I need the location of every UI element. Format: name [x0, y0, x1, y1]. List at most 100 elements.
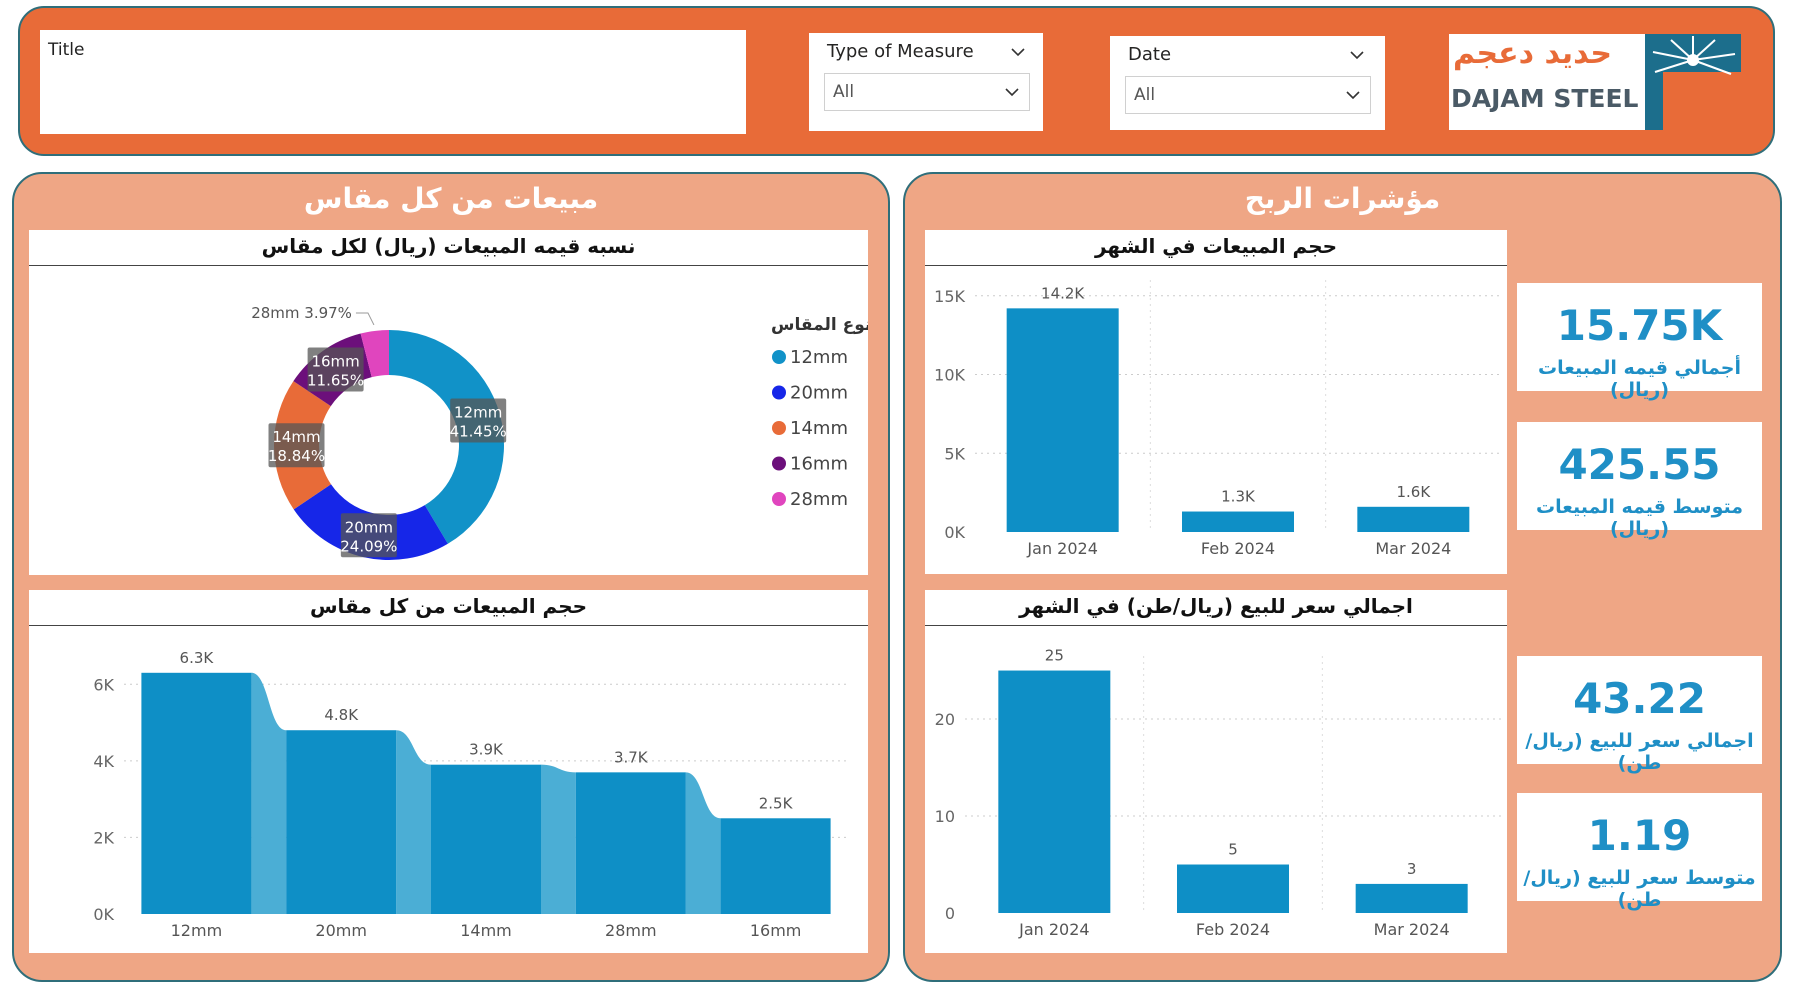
x-tick-label: Mar 2024	[1374, 920, 1450, 939]
y-tick-label: 6K	[93, 675, 114, 694]
chevron-down-icon[interactable]	[1009, 43, 1027, 61]
type-of-measure-slicer[interactable]: Type of Measure All	[809, 33, 1043, 131]
donut-leader-line	[355, 312, 375, 326]
y-tick-label: 0K	[93, 905, 114, 924]
legend-marker	[772, 421, 786, 435]
donut-slice-12mm[interactable]	[389, 330, 504, 544]
date-slicer[interactable]: Date All	[1110, 36, 1385, 130]
y-tick-label: 15K	[934, 287, 965, 306]
donut-label-percent: 11.65%	[307, 371, 364, 389]
chevron-down-icon[interactable]	[1348, 46, 1366, 64]
x-tick-label: Jan 2024	[1018, 920, 1089, 939]
legend-marker	[772, 385, 786, 400]
size-volume-chart-title: حجم المبيعات من كل مقاس	[309, 594, 588, 618]
legend-item-16mm[interactable]: 16mm	[790, 454, 848, 475]
bar-Mar 2024[interactable]	[1355, 883, 1468, 913]
x-tick-label: 28mm	[605, 921, 657, 940]
donut-chart-card[interactable]: نسبه قيمه المبيعات (ريال) لكل مقاس 12mm 4…	[29, 230, 868, 575]
x-tick-label: 12mm	[171, 921, 223, 940]
legend-marker	[772, 350, 786, 364]
size-volume-chart-card[interactable]: حجم المبيعات من كل مقاس 0K 2K 4K 6K 6.3K 12mm…	[29, 590, 868, 953]
donut-label-name: 12mm	[454, 403, 502, 421]
y-tick-label: 20	[935, 710, 955, 729]
size-volume-ribbon-chart[interactable]: 0K 2K 4K 6K 6.3K 12mm 4.8K 20mm 3.9K 14mm 3.7K 28mm…	[29, 626, 868, 953]
x-tick-label: Jan 2024	[1026, 539, 1097, 558]
date-value: All	[1134, 85, 1156, 105]
monthly-volume-bar-chart[interactable]: 0K 5K 10K 15K 14.2K Jan 2024 1.3K Feb 2024 1.6K M…	[925, 266, 1507, 574]
donut-outside-label: 28mm 3.97%	[251, 304, 352, 322]
y-tick-label: 2K	[93, 828, 114, 847]
dajam-steel-logo: حديد دعجم DAJAM STEEL	[1449, 34, 1741, 130]
bar-12mm[interactable]	[141, 672, 252, 914]
y-tick-label: 0	[945, 904, 955, 923]
type-of-measure-dropdown[interactable]: All	[824, 73, 1030, 111]
kpi-label: متوسط سعر للبيع (ريال/طن)	[1523, 867, 1756, 911]
donut-chart[interactable]: 12mm41.45%20mm24.09%14mm18.84%16mm11.65%…	[29, 266, 868, 575]
legend-marker	[772, 456, 786, 471]
bar-Jan 2024[interactable]	[998, 670, 1111, 913]
title-textbox[interactable]: Title	[40, 30, 746, 134]
kpi-label: اجمالي سعر للبيع (ريال/طن)	[1525, 730, 1754, 774]
donut-label-percent: 24.09%	[340, 537, 397, 555]
bar-Mar 2024[interactable]	[1357, 506, 1470, 532]
bar-data-label: 1.6K	[1396, 483, 1431, 501]
bar-data-label: 14.2K	[1041, 284, 1085, 302]
left-panel-title: مبيعات من كل مقاس	[303, 182, 599, 215]
kpi-value: 425.55	[1558, 440, 1721, 489]
bar-Feb 2024[interactable]	[1177, 864, 1289, 913]
y-tick-label: 10	[935, 807, 955, 826]
legend-item-20mm[interactable]: 20mm	[790, 383, 848, 404]
chevron-down-icon	[1005, 88, 1019, 97]
donut-slice-28mm[interactable]	[360, 330, 389, 378]
bar-data-label: 4.8K	[324, 706, 359, 724]
sunburst-logo-icon	[1645, 34, 1741, 130]
kpi-value: 1.19	[1587, 811, 1692, 860]
donut-label-bg	[268, 423, 325, 468]
kpi-label: أجمالي قيمه المبيعات (ريال)	[1538, 357, 1741, 401]
monthly-price-chart-title: اجمالي سعر للبيع (ريال/طن) في الشهر	[1019, 594, 1413, 618]
kpi-value: 15.75K	[1556, 301, 1723, 350]
donut-label-bg	[450, 398, 507, 443]
kpi-label: متوسط قيمه المبيعات (ريال)	[1536, 496, 1743, 540]
kpi-card-total-price: 43.22 اجمالي سعر للبيع (ريال/طن)	[1517, 656, 1762, 774]
ribbon-connector	[396, 730, 431, 914]
date-label: Date	[1128, 44, 1172, 65]
donut-label-name: 20mm	[345, 518, 393, 536]
logo-english-text: DAJAM STEEL	[1451, 84, 1639, 113]
y-tick-label: 10K	[934, 366, 965, 385]
donut-label-name: 16mm	[311, 352, 359, 370]
type-of-measure-value: All	[833, 82, 855, 102]
donut-label-bg	[340, 513, 397, 558]
bar-Feb 2024[interactable]	[1182, 511, 1294, 532]
x-tick-label: Mar 2024	[1375, 539, 1451, 558]
donut-label-percent: 41.45%	[450, 422, 507, 440]
bar-data-label: 5	[1228, 841, 1238, 859]
monthly-volume-chart-card[interactable]: حجم المبيعات في الشهر 0K 5K 10K 15K 14.2K Jan…	[925, 230, 1507, 574]
date-dropdown[interactable]: All	[1125, 76, 1371, 114]
bar-20mm[interactable]	[286, 730, 397, 914]
kpi-card-avg-price: 1.19 متوسط سعر للبيع (ريال/طن)	[1517, 793, 1762, 911]
ribbon-connector	[685, 772, 721, 914]
donut-chart-title: نسبه قيمه المبيعات (ريال) لكل مقاس	[261, 234, 636, 258]
bar-data-label: 6.3K	[180, 649, 215, 667]
monthly-price-chart-card[interactable]: اجمالي سعر للبيع (ريال/طن) في الشهر 0 10 2…	[925, 590, 1507, 953]
legend-item-28mm[interactable]: 28mm	[790, 489, 848, 510]
logo-arabic-text: حديد دعجم	[1453, 36, 1613, 71]
bar-data-label: 3.9K	[469, 741, 504, 759]
bar-16mm[interactable]	[720, 818, 831, 914]
bar-28mm[interactable]	[575, 772, 686, 914]
x-tick-label: Feb 2024	[1196, 920, 1270, 939]
monthly-price-bar-chart[interactable]: 0 10 20 25 Jan 2024 5 Feb 2024 3 Mar 2024	[925, 626, 1507, 953]
legend-item-14mm[interactable]: 14mm	[790, 418, 848, 439]
legend-marker	[772, 492, 786, 506]
x-tick-label: 16mm	[750, 921, 802, 940]
bar-data-label: 2.5K	[759, 794, 794, 812]
type-of-measure-label: Type of Measure	[827, 41, 974, 62]
legend-item-12mm[interactable]: 12mm	[790, 347, 848, 368]
kpi-value: 43.22	[1573, 674, 1706, 723]
bar-data-label: 3	[1407, 860, 1417, 878]
bar-data-label: 3.7K	[614, 748, 649, 766]
bar-14mm[interactable]	[431, 764, 541, 914]
bar-Jan 2024[interactable]	[1006, 308, 1119, 532]
y-tick-label: 5K	[944, 444, 965, 463]
